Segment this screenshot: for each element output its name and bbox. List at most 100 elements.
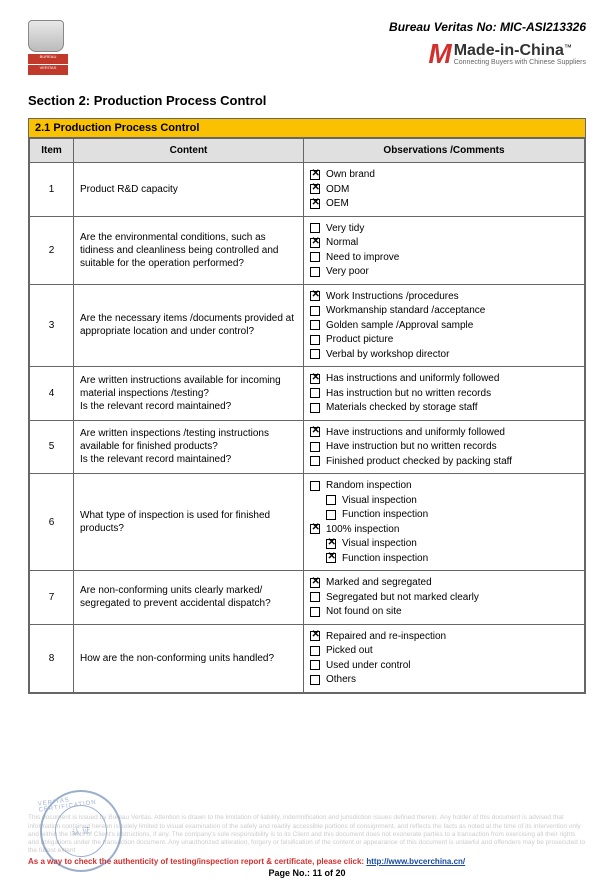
process-table: Item Content Observations /Comments 1Pro… [29, 138, 585, 693]
checkbox-label: Workmanship standard /acceptance [326, 304, 485, 318]
item-number: 1 [30, 163, 74, 217]
bv-shield-icon [28, 20, 64, 52]
checkbox-icon[interactable] [310, 252, 320, 262]
observations-cell: Own brandODMOEM [304, 163, 585, 217]
item-number: 4 [30, 367, 74, 421]
checkbox-row: Golden sample /Approval sample [310, 319, 578, 333]
checkbox-icon[interactable] [310, 349, 320, 359]
table-banner: 2.1 Production Process Control [29, 119, 585, 138]
checkbox-icon[interactable] [310, 427, 320, 437]
checkbox-row: Random inspection [310, 479, 578, 493]
checkbox-icon[interactable] [310, 335, 320, 345]
checkbox-label: Random inspection [326, 479, 412, 493]
auth-link[interactable]: http://www.bvcerchina.cn/ [366, 857, 465, 866]
checkbox-icon[interactable] [310, 238, 320, 248]
checkbox-icon[interactable] [310, 456, 320, 466]
checkbox-icon[interactable] [310, 170, 320, 180]
table-row: 1Product R&D capacityOwn brandODMOEM [30, 163, 585, 217]
checkbox-row: Very poor [310, 265, 578, 279]
checkbox-icon[interactable] [310, 388, 320, 398]
mic-m-icon: M [428, 40, 449, 68]
observations-cell: Has instructions and uniformly followedH… [304, 367, 585, 421]
checkbox-icon[interactable] [310, 646, 320, 656]
checkbox-icon[interactable] [310, 675, 320, 685]
table-row: 3Are the necessary items /documents prov… [30, 284, 585, 367]
checkbox-icon[interactable] [310, 524, 320, 534]
content-cell: Are the necessary items /documents provi… [74, 284, 304, 367]
checkbox-label: Has instructions and uniformly followed [326, 372, 499, 386]
checkbox-label: Normal [326, 236, 358, 250]
checkbox-label: Others [326, 673, 356, 687]
checkbox-row: Product picture [310, 333, 578, 347]
checkbox-row: Work Instructions /procedures [310, 290, 578, 304]
checkbox-label: Golden sample /Approval sample [326, 319, 473, 333]
table-body: 1Product R&D capacityOwn brandODMOEM2Are… [30, 163, 585, 693]
item-number: 2 [30, 216, 74, 284]
page-number: Page No.: 11 of 20 [28, 868, 586, 878]
checkbox-icon[interactable] [326, 495, 336, 505]
table-row: 5Are written inspections /testing instru… [30, 420, 585, 474]
checkbox-label: Function inspection [342, 508, 428, 522]
checkbox-icon[interactable] [310, 442, 320, 452]
content-cell: Product R&D capacity [74, 163, 304, 217]
checkbox-icon[interactable] [326, 510, 336, 520]
checkbox-icon[interactable] [326, 539, 336, 549]
checkbox-label: 100% inspection [326, 523, 399, 537]
checkbox-row: Others [310, 673, 578, 687]
col-obs: Observations /Comments [304, 139, 585, 163]
item-number: 6 [30, 474, 74, 571]
checkbox-icon[interactable] [310, 184, 320, 194]
checkbox-icon[interactable] [310, 592, 320, 602]
bv-number: Bureau Veritas No: MIC-ASI213326 [389, 20, 586, 34]
checkbox-icon[interactable] [310, 631, 320, 641]
checkbox-row: Need to improve [310, 251, 578, 265]
checkbox-row: ODM [310, 183, 578, 197]
checkbox-icon[interactable] [310, 267, 320, 277]
checkbox-label: Picked out [326, 644, 373, 658]
bv-band-2: VERITAS [28, 65, 68, 75]
checkbox-icon[interactable] [310, 199, 320, 209]
content-cell: Are written inspections /testing instruc… [74, 420, 304, 474]
checkbox-label: Very poor [326, 265, 369, 279]
checkbox-label: Need to improve [326, 251, 399, 265]
checkbox-row: Own brand [310, 168, 578, 182]
checkbox-label: Segregated but not marked clearly [326, 591, 479, 605]
checkbox-label: Has instruction but no written records [326, 387, 491, 401]
checkbox-icon[interactable] [310, 320, 320, 330]
page-header: BUREAU VERITAS Bureau Veritas No: MIC-AS… [28, 20, 586, 75]
checkbox-icon[interactable] [310, 481, 320, 491]
checkbox-label: Have instruction but no written records [326, 440, 497, 454]
checkbox-row: Visual inspection [326, 537, 578, 551]
checkbox-icon[interactable] [310, 578, 320, 588]
checkbox-row: Visual inspection [326, 494, 578, 508]
observations-cell: Repaired and re-inspectionPicked outUsed… [304, 624, 585, 692]
checkbox-label: Materials checked by storage staff [326, 401, 478, 415]
checkbox-row: Finished product checked by packing staf… [310, 455, 578, 469]
checkbox-row: Has instruction but no written records [310, 387, 578, 401]
item-number: 8 [30, 624, 74, 692]
observations-cell: Work Instructions /proceduresWorkmanship… [304, 284, 585, 367]
observations-cell: Very tidyNormalNeed to improveVery poor [304, 216, 585, 284]
table-row: 2Are the environmental conditions, such … [30, 216, 585, 284]
checkbox-icon[interactable] [310, 306, 320, 316]
mic-main-line: Made-in-China™ [454, 43, 586, 59]
checkbox-icon[interactable] [326, 553, 336, 563]
content-cell: How are the non-conforming units handled… [74, 624, 304, 692]
checkbox-row: Picked out [310, 644, 578, 658]
checkbox-row: Normal [310, 236, 578, 250]
checkbox-icon[interactable] [310, 291, 320, 301]
mic-sub: Connecting Buyers with Chinese Suppliers [454, 59, 586, 66]
checkbox-icon[interactable] [310, 374, 320, 384]
checkbox-icon[interactable] [310, 607, 320, 617]
checkbox-icon[interactable] [310, 660, 320, 670]
checkbox-icon[interactable] [310, 403, 320, 413]
checkbox-row: Used under control [310, 659, 578, 673]
checkbox-row: Repaired and re-inspection [310, 630, 578, 644]
checkbox-row: 100% inspection [310, 523, 578, 537]
checkbox-icon[interactable] [310, 223, 320, 233]
checkbox-label: Not found on site [326, 605, 402, 619]
checkbox-label: Finished product checked by packing staf… [326, 455, 512, 469]
mic-tm: ™ [564, 43, 572, 52]
table-row: 4Are written instructions available for … [30, 367, 585, 421]
checkbox-row: Function inspection [326, 508, 578, 522]
